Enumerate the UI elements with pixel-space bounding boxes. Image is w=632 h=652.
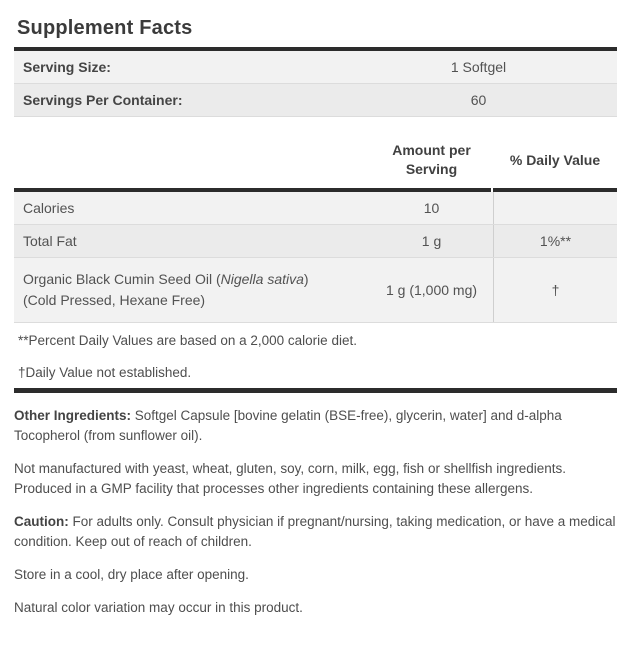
daily-value-cell: † xyxy=(493,258,617,322)
other-ingredients-paragraph: Other Ingredients: Softgel Capsule [bovi… xyxy=(14,406,617,446)
row-label: Organic Black Cumin Seed Oil (Nigella sa… xyxy=(14,269,370,311)
servings-per-container-value: 60 xyxy=(470,92,487,108)
caution-text: For adults only. Consult physician if pr… xyxy=(14,514,616,549)
bar-segment xyxy=(14,188,491,192)
serving-size-label: Serving Size: xyxy=(23,59,111,75)
amount-cell: 10 xyxy=(423,200,440,216)
bar-segment xyxy=(493,188,617,192)
supplement-facts-panel: Supplement Facts Serving Size: 1 Softgel… xyxy=(0,16,632,618)
ingredient-botanical-name: Nigella sativa xyxy=(220,271,304,287)
table-row-total-fat: Total Fat 1 g 1%** xyxy=(14,225,617,258)
ingredient-name-suffix: ) xyxy=(303,271,309,287)
row-label: Total Fat xyxy=(23,232,77,249)
ingredient-qualifier-line: (Cold Pressed, Hexane Free) xyxy=(23,292,206,308)
color-variation-note: Natural color variation may occur in thi… xyxy=(14,600,303,615)
daily-value-cell: 1%** xyxy=(493,225,617,257)
daily-value-cell xyxy=(493,192,617,224)
ingredient-name-prefix: Organic Black Cumin Seed Oil ( xyxy=(23,271,221,287)
divider-bar-table xyxy=(14,188,617,192)
percent-daily-value-header: % Daily Value xyxy=(509,151,601,168)
ingredient-name-line: Organic Black Cumin Seed Oil (Nigella sa… xyxy=(23,269,370,290)
page-title: Supplement Facts xyxy=(17,17,193,39)
servings-per-container-label: Servings Per Container: xyxy=(23,92,183,108)
other-ingredients-text: Softgel Capsule [bovine gelatin (BSE-fre… xyxy=(14,408,562,443)
amount-cell: 1 g (1,000 mg) xyxy=(385,282,478,298)
facts-table-header: Amount per Serving % Daily Value xyxy=(14,141,617,188)
other-ingredients-label: Other Ingredients: xyxy=(14,408,132,423)
row-label: Calories xyxy=(23,199,75,216)
caution-paragraph: Caution: For adults only. Consult physic… xyxy=(14,512,617,552)
servings-per-container-row: Servings Per Container: 60 xyxy=(14,84,617,117)
storage-note: Store in a cool, dry place after opening… xyxy=(14,567,249,582)
table-row-black-cumin-oil: Organic Black Cumin Seed Oil (Nigella sa… xyxy=(14,258,617,323)
facts-table: Calories 10 Total Fat 1 g 1%** Organic B… xyxy=(14,192,617,323)
serving-size-row: Serving Size: 1 Softgel xyxy=(14,51,617,84)
serving-info-table: Serving Size: 1 Softgel Servings Per Con… xyxy=(14,51,617,117)
caution-label: Caution: xyxy=(14,514,69,529)
daily-value-footnote: **Percent Daily Values are based on a 2,… xyxy=(18,333,357,348)
serving-size-value: 1 Softgel xyxy=(450,59,507,75)
divider-bar-bottom xyxy=(14,388,617,393)
amount-per-serving-header: Amount per Serving xyxy=(392,142,471,177)
divider-bar-top xyxy=(14,47,617,51)
amount-cell: 1 g xyxy=(421,233,442,249)
table-row-calories: Calories 10 xyxy=(14,192,617,225)
dv-not-established-footnote: †Daily Value not established. xyxy=(18,365,192,380)
bar-notch xyxy=(491,188,493,192)
allergen-statement: Not manufactured with yeast, wheat, glut… xyxy=(14,461,567,496)
